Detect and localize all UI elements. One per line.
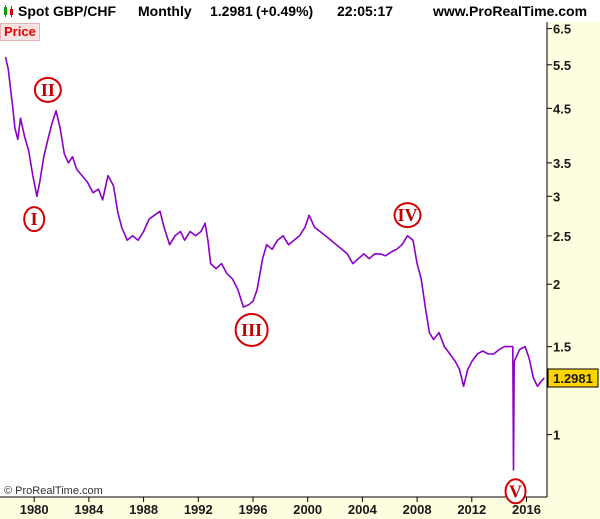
x-tick-label: 1996 [239, 502, 268, 517]
site-url[interactable]: www.ProRealTime.com [433, 3, 588, 19]
x-tick-label: 2000 [293, 502, 322, 517]
wave-label: IV [398, 205, 418, 225]
x-tick-label: 2004 [348, 502, 378, 517]
last-price-label: 1.2981 [553, 371, 593, 386]
x-axis-panel [0, 497, 600, 519]
y-axis-panel [547, 22, 600, 497]
x-tick-label: 2016 [512, 502, 541, 517]
x-tick-label: 1980 [20, 502, 49, 517]
x-tick-label: 2008 [403, 502, 432, 517]
last-price-marker [547, 368, 599, 388]
x-tick-label: 2012 [457, 502, 486, 517]
x-tick-label: 1988 [129, 502, 158, 517]
y-tick-label: 2.5 [553, 229, 571, 244]
x-tick-label: 1984 [74, 502, 104, 517]
wave-label: I [31, 209, 38, 229]
wave-marker [393, 202, 422, 229]
wave-marker [33, 76, 62, 103]
wave-marker [23, 206, 46, 233]
y-tick-label: 1.5 [553, 340, 571, 355]
wave-marker [234, 312, 269, 347]
price-panel-tag[interactable]: Price [0, 23, 40, 41]
x-tick-label: 1992 [184, 502, 213, 517]
wave-marker [504, 478, 527, 505]
chart-header: Spot GBP/CHF Monthly 1.2981 (+0.49%) 22:… [0, 0, 600, 22]
y-tick-label: 4.5 [553, 101, 571, 116]
y-tick-label: 1 [553, 428, 560, 443]
y-tick-label: 6.5 [553, 22, 571, 37]
y-tick-label: 3 [553, 189, 560, 204]
wave-label: II [41, 80, 55, 100]
symbol-name: Spot GBP/CHF [18, 3, 116, 19]
copyright-credit: © ProRealTime.com [4, 485, 103, 497]
price-change: (+0.49%) [256, 3, 314, 19]
wave-label: V [509, 481, 522, 501]
period-label: Monthly [138, 3, 192, 19]
y-tick-label: 5.5 [553, 58, 571, 73]
y-tick-label: 3.5 [553, 156, 571, 171]
timestamp: 22:05:17 [337, 3, 394, 19]
series-line [4, 56, 545, 471]
y-tick-label: 2 [553, 277, 560, 292]
candlestick-icon [4, 5, 13, 17]
wave-label: III [241, 320, 262, 340]
last-price: 1.2981 [210, 3, 253, 19]
